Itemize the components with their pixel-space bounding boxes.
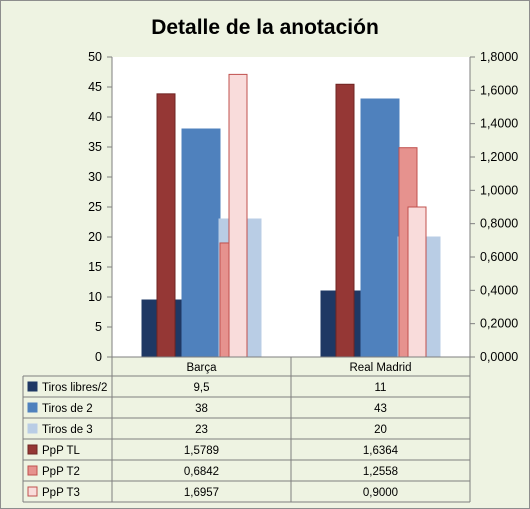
chart-title: Detalle de la anotación — [151, 16, 379, 39]
legend-key — [27, 465, 38, 476]
category-label: Barça — [186, 362, 217, 374]
legend-key — [27, 402, 38, 413]
left-tick-label: 40 — [88, 110, 102, 124]
data-label: 1,6364 — [363, 445, 399, 457]
right-tick-label: 0,6000 — [480, 250, 518, 264]
data-label: 38 — [195, 403, 208, 415]
data-label: 1,5789 — [184, 445, 219, 457]
left-tick-label: 35 — [88, 140, 102, 154]
left-tick-label: 20 — [88, 230, 102, 244]
data-label: 9,5 — [194, 382, 210, 394]
left-tick-label: 15 — [88, 260, 102, 274]
legend-key — [27, 381, 38, 392]
data-label: 43 — [374, 403, 387, 415]
legend-key — [27, 486, 38, 497]
data-label: 0,9000 — [363, 487, 398, 499]
data-table: Barça Real Madrid Tiros libres/2 9,5 11 Tiros… — [22, 357, 471, 503]
legend-label: PpP T3 — [42, 487, 80, 499]
right-tick-label: 0,8000 — [480, 217, 518, 231]
bar-3-1 — [335, 83, 355, 358]
left-tick-label: 25 — [88, 200, 102, 214]
right-tick-label: 1,4000 — [480, 117, 518, 131]
right-tick-label: 1,0000 — [480, 183, 518, 197]
data-label: 11 — [375, 382, 387, 394]
left-tick-label: 50 — [88, 50, 102, 64]
legend-label: Tiros de 2 — [42, 403, 93, 415]
left-tick-label: 0 — [95, 350, 102, 364]
category-label: Real Madrid — [350, 362, 412, 374]
right-tick-label: 1,8000 — [480, 50, 518, 64]
data-label: 20 — [374, 424, 387, 436]
bar-5-1 — [407, 206, 427, 358]
data-label: 1,2558 — [363, 466, 398, 478]
right-tick-label: 0,0000 — [480, 350, 518, 364]
left-tick-label: 5 — [95, 320, 102, 334]
data-label: 23 — [195, 424, 208, 436]
legend-key — [27, 423, 38, 434]
left-tick-label: 30 — [88, 170, 102, 184]
legend-label: Tiros de 3 — [42, 424, 93, 436]
bar-1-0 — [181, 128, 221, 358]
axes-layer: 0 5 10 15 20 25 30 35 40 45 50 0,0000 0,2000 0,4000 0,… — [88, 50, 518, 364]
legend-label: PpP TL — [42, 445, 81, 457]
bar-1-1 — [360, 98, 400, 358]
left-tick-label: 10 — [88, 290, 102, 304]
data-label: 1,6957 — [184, 487, 219, 499]
data-label: 0,6842 — [184, 466, 219, 478]
bar-5-0 — [228, 73, 248, 358]
right-tick-label: 1,6000 — [480, 83, 518, 97]
right-tick-label: 0,4000 — [480, 283, 518, 297]
left-tick-label: 45 — [88, 80, 102, 94]
legend-label: Tiros libres/2 — [42, 382, 107, 394]
right-tick-label: 0,2000 — [480, 317, 518, 331]
legend-label: PpP T2 — [42, 466, 80, 478]
bar-3-0 — [156, 93, 176, 358]
legend-key — [27, 444, 38, 455]
right-tick-label: 1,2000 — [480, 150, 518, 164]
bars-layer — [141, 73, 441, 358]
